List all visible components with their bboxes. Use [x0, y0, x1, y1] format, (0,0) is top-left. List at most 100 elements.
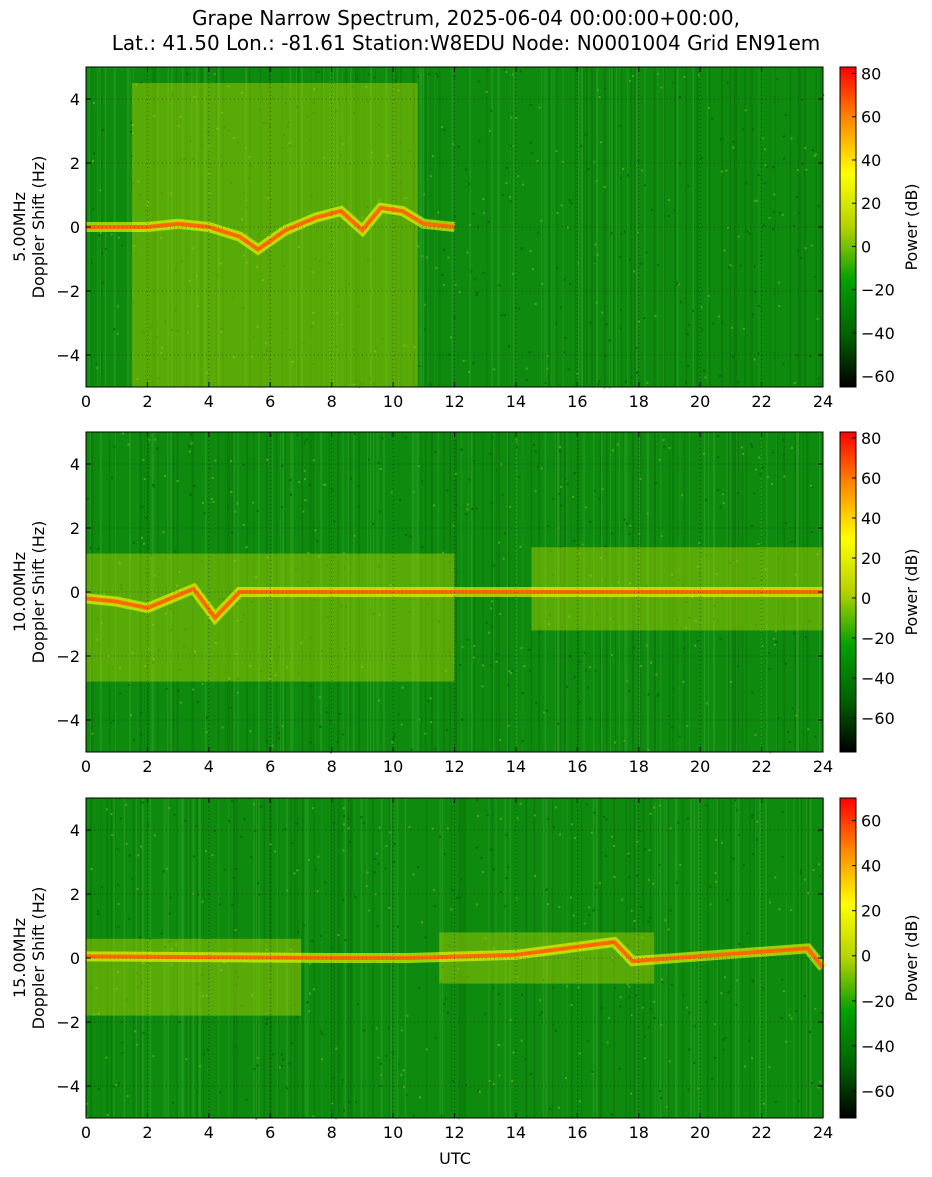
colorbar-tick-label: 20 — [861, 194, 881, 213]
colorbar-tick-label: 20 — [861, 902, 881, 921]
x-tick-label: 14 — [506, 1123, 526, 1142]
y-tick-label: −2 — [56, 282, 80, 301]
colorbar-tick-label: 60 — [861, 812, 881, 831]
x-tick-label: 16 — [567, 392, 587, 411]
colorbar-tick-label: 0 — [861, 589, 871, 608]
colorbar-tick-label: −40 — [861, 324, 895, 343]
y-tick-label: 4 — [70, 455, 80, 474]
grid — [86, 67, 823, 387]
colorbar-tick-label: 40 — [861, 857, 881, 876]
y-tick-label: 0 — [70, 583, 80, 602]
y-axis-label: Doppler Shift (Hz) — [29, 156, 48, 299]
colorbar-tick-label: 0 — [861, 947, 871, 966]
y-tick-label: 0 — [70, 949, 80, 968]
colorbar-tick-label: −20 — [861, 281, 895, 300]
x-tick-label: 22 — [751, 392, 771, 411]
x-tick-label: 14 — [506, 757, 526, 776]
carrier-trace — [85, 939, 825, 969]
x-tick-label: 12 — [444, 757, 464, 776]
y-tick-label: −4 — [56, 1077, 80, 1096]
x-tick-label: 24 — [813, 757, 833, 776]
colorbar-tick-label: −60 — [861, 709, 895, 728]
x-tick-label: 0 — [81, 757, 91, 776]
frequency-label: 10.00MHz — [10, 552, 29, 632]
x-axis-label: UTC — [439, 1149, 471, 1168]
x-tick-label: 16 — [567, 1123, 587, 1142]
y-tick-label: 4 — [70, 90, 80, 109]
x-tick-label: 22 — [751, 1123, 771, 1142]
y-tick-label: −4 — [56, 346, 80, 365]
colorbar-tick-label: 40 — [861, 151, 881, 170]
x-tick-label: 14 — [506, 392, 526, 411]
carrier-trace — [85, 586, 823, 621]
colorbar-tick-label: 60 — [861, 108, 881, 127]
x-tick-label: 8 — [327, 757, 337, 776]
x-tick-label: 18 — [629, 757, 649, 776]
colorbar-tick-label: 80 — [861, 64, 881, 83]
y-tick-label: 2 — [70, 519, 80, 538]
x-tick-label: 0 — [81, 392, 91, 411]
y-tick-label: −4 — [56, 711, 80, 730]
x-tick-label: 6 — [265, 392, 275, 411]
x-tick-label: 10 — [383, 1123, 403, 1142]
x-tick-label: 16 — [567, 757, 587, 776]
colorbar-label: Power (dB) — [902, 914, 921, 1001]
chart-title-line-1: Grape Narrow Spectrum, 2025-06-04 00:00:… — [192, 6, 740, 30]
grid — [86, 798, 823, 1118]
x-tick-label: 22 — [751, 757, 771, 776]
colorbar-label: Power (dB) — [902, 183, 921, 270]
grid — [86, 432, 823, 752]
carrier-trace — [86, 205, 455, 252]
x-tick-label: 12 — [444, 1123, 464, 1142]
y-tick-label: 4 — [70, 821, 80, 840]
colorbar — [839, 797, 857, 1119]
x-tick-label: 18 — [629, 392, 649, 411]
colorbar — [839, 431, 857, 753]
y-tick-label: 2 — [70, 154, 80, 173]
x-tick-label: 0 — [81, 1123, 91, 1142]
x-tick-label: 6 — [265, 1123, 275, 1142]
x-tick-label: 2 — [142, 392, 152, 411]
x-tick-label: 8 — [327, 392, 337, 411]
colorbar-tick-label: 0 — [861, 237, 871, 256]
colorbar-tick-label: 80 — [861, 429, 881, 448]
colorbar-tick-label: −40 — [861, 669, 895, 688]
x-tick-label: 2 — [142, 757, 152, 776]
x-tick-label: 4 — [204, 392, 214, 411]
y-axis-label: Doppler Shift (Hz) — [29, 521, 48, 664]
x-tick-label: 24 — [813, 392, 833, 411]
x-tick-label: 12 — [444, 392, 464, 411]
colorbar-tick-label: −60 — [861, 1082, 895, 1101]
x-tick-label: 18 — [629, 1123, 649, 1142]
x-tick-label: 20 — [690, 1123, 710, 1142]
colorbar-tick-label: −20 — [861, 992, 895, 1011]
colorbar-tick-label: −60 — [861, 367, 895, 386]
frequency-label: 15.00MHz — [10, 918, 29, 998]
y-tick-label: 2 — [70, 885, 80, 904]
colorbar — [839, 66, 857, 388]
x-tick-label: 10 — [383, 757, 403, 776]
colorbar-tick-label: 40 — [861, 509, 881, 528]
y-tick-label: 0 — [70, 218, 80, 237]
y-tick-label: −2 — [56, 647, 80, 666]
chart-title-line-2: Lat.: 41.50 Lon.: -81.61 Station:W8EDU N… — [111, 31, 821, 55]
colorbar-tick-label: 60 — [861, 469, 881, 488]
x-tick-label: 20 — [690, 392, 710, 411]
x-tick-label: 10 — [383, 392, 403, 411]
x-tick-label: 20 — [690, 757, 710, 776]
x-tick-label: 24 — [813, 1123, 833, 1142]
colorbar-tick-label: −20 — [861, 629, 895, 648]
x-tick-label: 6 — [265, 757, 275, 776]
frequency-label: 5.00MHz — [10, 192, 29, 262]
y-tick-label: −2 — [56, 1013, 80, 1032]
colorbar-tick-label: 20 — [861, 549, 881, 568]
x-tick-label: 8 — [327, 1123, 337, 1142]
colorbar-label: Power (dB) — [902, 548, 921, 635]
x-tick-label: 4 — [204, 1123, 214, 1142]
x-tick-label: 2 — [142, 1123, 152, 1142]
